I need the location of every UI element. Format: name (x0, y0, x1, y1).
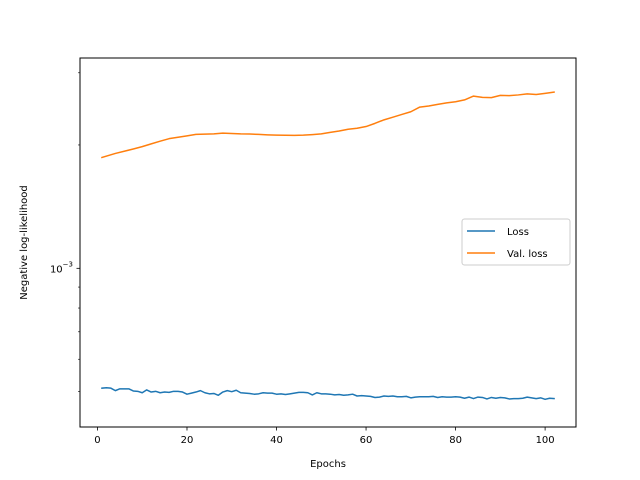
x-tick-label: 40 (270, 435, 283, 446)
plot-frame (79, 57, 577, 428)
legend-label-val-loss: Val. loss (507, 249, 548, 260)
y-axis-label: Negative log-likelihood (19, 185, 30, 300)
x-tick-label: 80 (449, 435, 462, 446)
y-tick-label: 10−3 (50, 260, 73, 275)
x-tick-label: 100 (536, 435, 555, 446)
legend-label-loss: Loss (507, 227, 529, 238)
series-line-loss (101, 387, 555, 401)
series-line-val-loss (101, 91, 555, 159)
y-axis-ticks: 10−3 (50, 72, 80, 392)
x-axis-ticks: 0 20 40 60 80 100 (94, 427, 555, 446)
x-tick-label: 0 (94, 435, 100, 446)
legend: Loss Val. loss (461, 218, 571, 266)
series-layer (101, 91, 555, 401)
x-axis-label: Epochs (310, 459, 346, 470)
x-tick-label: 60 (360, 435, 373, 446)
x-tick-label: 20 (181, 435, 194, 446)
